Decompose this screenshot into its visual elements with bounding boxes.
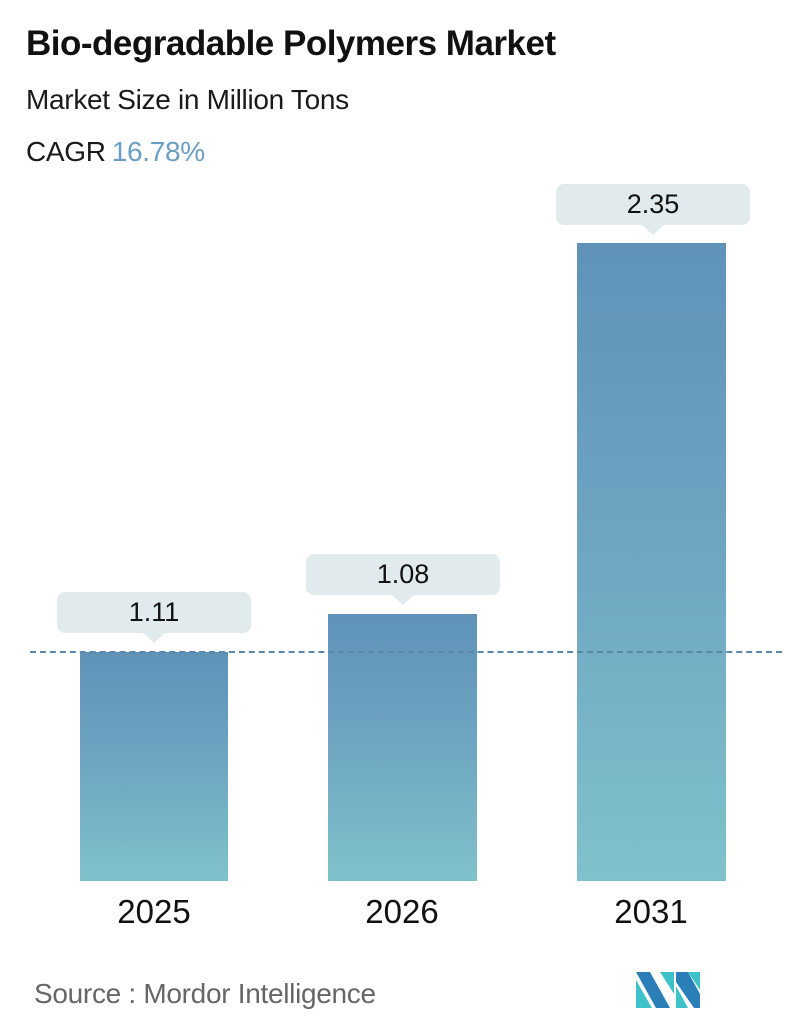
cagr-label: CAGR bbox=[26, 136, 106, 167]
cagr-annotation: CAGR 16.78% bbox=[26, 136, 205, 168]
chart-subtitle: Market Size in Million Tons bbox=[26, 84, 349, 115]
chart-title: Bio-degradable Polymers Market bbox=[26, 24, 556, 63]
reference-dashed-line bbox=[30, 651, 782, 653]
source-text: Source : Mordor Intelligence bbox=[34, 978, 376, 1009]
bar-2031 bbox=[577, 243, 726, 881]
mordor-intelligence-logo-icon bbox=[636, 972, 700, 1008]
value-label-2031: 2.35 bbox=[556, 184, 750, 235]
cagr-value: 16.78% bbox=[111, 136, 205, 167]
x-tick-2025: 2025 bbox=[117, 893, 191, 930]
bar-2025 bbox=[80, 652, 228, 881]
x-tick-2026: 2026 bbox=[365, 893, 439, 930]
value-label-2025: 1.11 bbox=[57, 592, 251, 643]
x-tick-2031: 2031 bbox=[614, 893, 688, 930]
bar-2026 bbox=[328, 614, 477, 881]
value-label-2026: 1.08 bbox=[306, 554, 500, 605]
